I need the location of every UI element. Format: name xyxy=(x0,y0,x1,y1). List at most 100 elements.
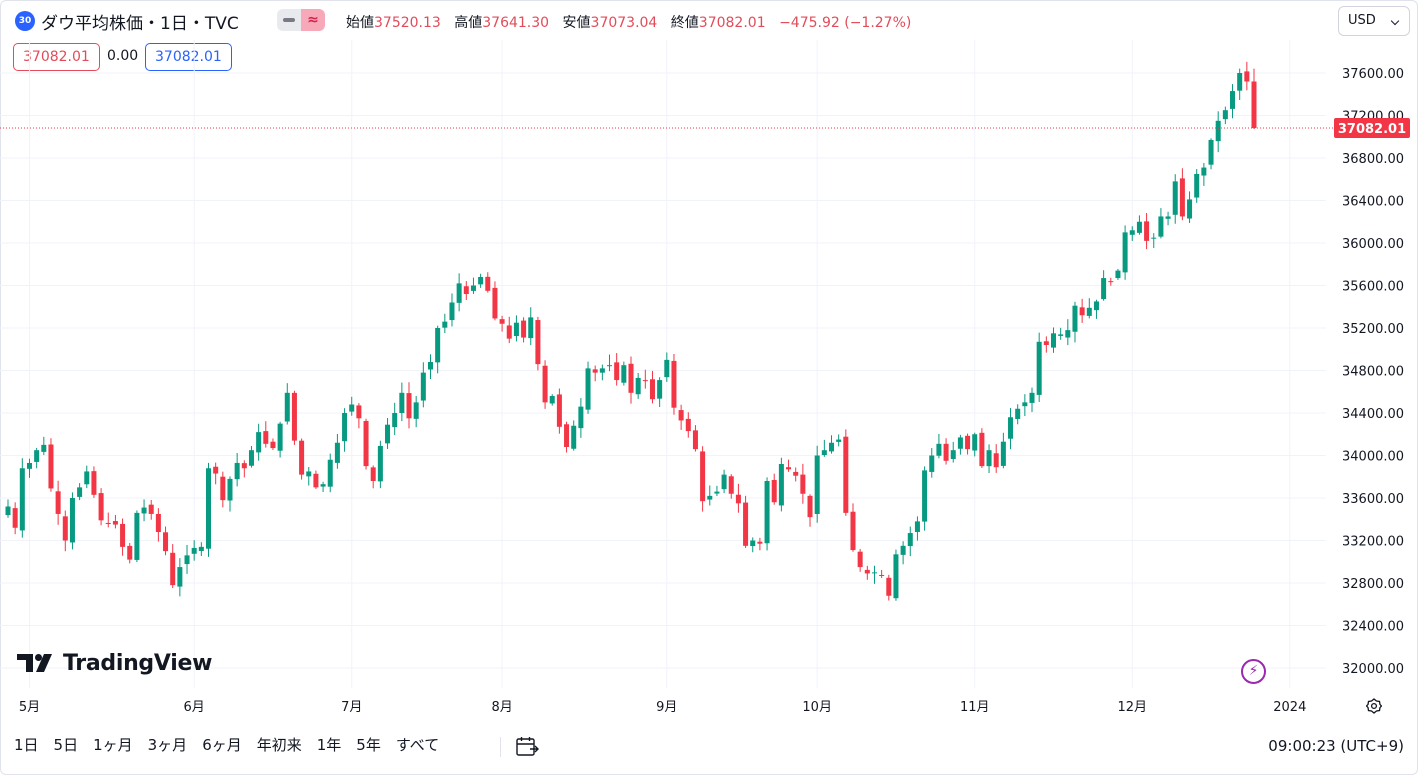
candle-body xyxy=(492,287,498,319)
candle-body xyxy=(385,424,391,444)
candle xyxy=(256,423,262,461)
range-1m[interactable]: 1ヶ月 xyxy=(93,736,133,754)
candle xyxy=(542,360,548,409)
range-1y[interactable]: 1年 xyxy=(316,736,342,754)
tradingview-logo[interactable]: TradingView xyxy=(17,650,212,676)
candle xyxy=(1187,191,1193,223)
candle-body xyxy=(184,555,190,565)
candle-body xyxy=(435,328,441,363)
range-6m[interactable]: 6ヶ月 xyxy=(202,736,242,754)
candle-body xyxy=(607,365,613,367)
candle xyxy=(1036,332,1042,402)
candle-body xyxy=(1201,167,1207,176)
calendar-icon[interactable] xyxy=(514,735,540,759)
candle-body xyxy=(707,495,713,500)
candle-body xyxy=(1000,441,1006,466)
candle-body xyxy=(299,440,305,475)
candle-body xyxy=(1108,281,1114,283)
candle-body xyxy=(635,377,641,395)
candle xyxy=(556,388,562,434)
candle-body xyxy=(420,372,426,401)
range-all[interactable]: すべて xyxy=(395,736,440,754)
candle xyxy=(112,514,118,529)
candle-body xyxy=(155,513,161,532)
candle xyxy=(1215,111,1221,153)
range-ytd[interactable]: 年初来 xyxy=(256,736,302,754)
low-key: 安値 xyxy=(562,15,591,31)
candle xyxy=(1101,270,1107,301)
range-selector: 1日 5日 1ヶ月 3ヶ月 6ヶ月 年初来 1年 5年 すべて xyxy=(14,734,454,755)
range-5d[interactable]: 5日 xyxy=(53,736,79,754)
range-1d[interactable]: 1日 xyxy=(14,736,39,754)
candle xyxy=(979,428,985,468)
candle xyxy=(506,316,512,344)
candle-body xyxy=(535,320,541,365)
candle-body xyxy=(284,392,290,422)
range-3m[interactable]: 3ヶ月 xyxy=(147,736,188,754)
y-tick-label: 36400.00 xyxy=(1342,195,1404,210)
candle-body xyxy=(786,467,792,470)
candle xyxy=(914,516,920,541)
candle-body xyxy=(879,574,885,576)
lightning-icon[interactable]: ⚡ xyxy=(1241,659,1266,684)
candle-body xyxy=(177,567,183,587)
candle-body xyxy=(306,471,312,477)
candle-body xyxy=(549,396,555,404)
candle-body xyxy=(700,451,706,502)
candle-body xyxy=(836,439,842,442)
candle-body xyxy=(120,523,126,547)
candle xyxy=(1029,387,1035,413)
candle-body xyxy=(685,418,691,432)
open-key: 始値 xyxy=(346,15,374,31)
compare-toggle[interactable]: ≈ xyxy=(301,9,325,31)
candle-body xyxy=(77,487,83,497)
clock-timezone[interactable]: 09:00:23 (UTC+9) xyxy=(1268,737,1404,755)
candle-body xyxy=(871,572,877,574)
candle xyxy=(700,446,706,512)
currency-select[interactable]: USD xyxy=(1338,6,1410,36)
candle xyxy=(1208,138,1214,170)
candle xyxy=(399,382,405,422)
candle xyxy=(671,354,677,415)
candle-body xyxy=(1129,230,1135,235)
candle-body xyxy=(850,511,856,551)
candle xyxy=(685,412,691,438)
candle xyxy=(764,477,770,551)
candle xyxy=(191,540,197,561)
candle-body xyxy=(1251,81,1257,129)
candle-body xyxy=(843,436,849,513)
candle-body xyxy=(857,551,863,568)
candle xyxy=(349,396,355,416)
sell-price-button[interactable]: 37082.01 xyxy=(13,43,100,71)
candle xyxy=(1158,208,1164,239)
candle xyxy=(828,435,835,454)
candle-body xyxy=(893,554,899,599)
y-tick-label: 36800.00 xyxy=(1342,152,1404,167)
hide-indicators-toggle[interactable] xyxy=(277,9,301,31)
candle-body xyxy=(170,552,176,586)
candle xyxy=(614,353,620,386)
candle-body xyxy=(771,479,777,503)
candle xyxy=(850,503,856,552)
candle-body xyxy=(1093,301,1099,311)
candle-body xyxy=(592,369,598,373)
candle-body xyxy=(127,545,133,560)
buy-price-button[interactable]: 37082.01 xyxy=(145,43,232,71)
candle xyxy=(84,465,90,489)
range-5y[interactable]: 5年 xyxy=(356,736,381,754)
candle xyxy=(306,467,312,486)
symbol-title[interactable]: ダウ平均株価・1日・TVC xyxy=(41,14,239,34)
gear-icon[interactable] xyxy=(1366,698,1382,714)
candle-body xyxy=(1244,71,1250,82)
candle xyxy=(406,382,412,429)
candle xyxy=(664,352,670,382)
candle-body xyxy=(1172,181,1178,215)
y-tick-label: 32000.00 xyxy=(1342,662,1404,677)
candle-body xyxy=(714,491,720,494)
candle-body xyxy=(692,430,698,450)
candle-body xyxy=(1022,402,1028,407)
candle xyxy=(485,272,491,293)
candle-body xyxy=(485,276,491,291)
candle-body xyxy=(1194,173,1200,198)
